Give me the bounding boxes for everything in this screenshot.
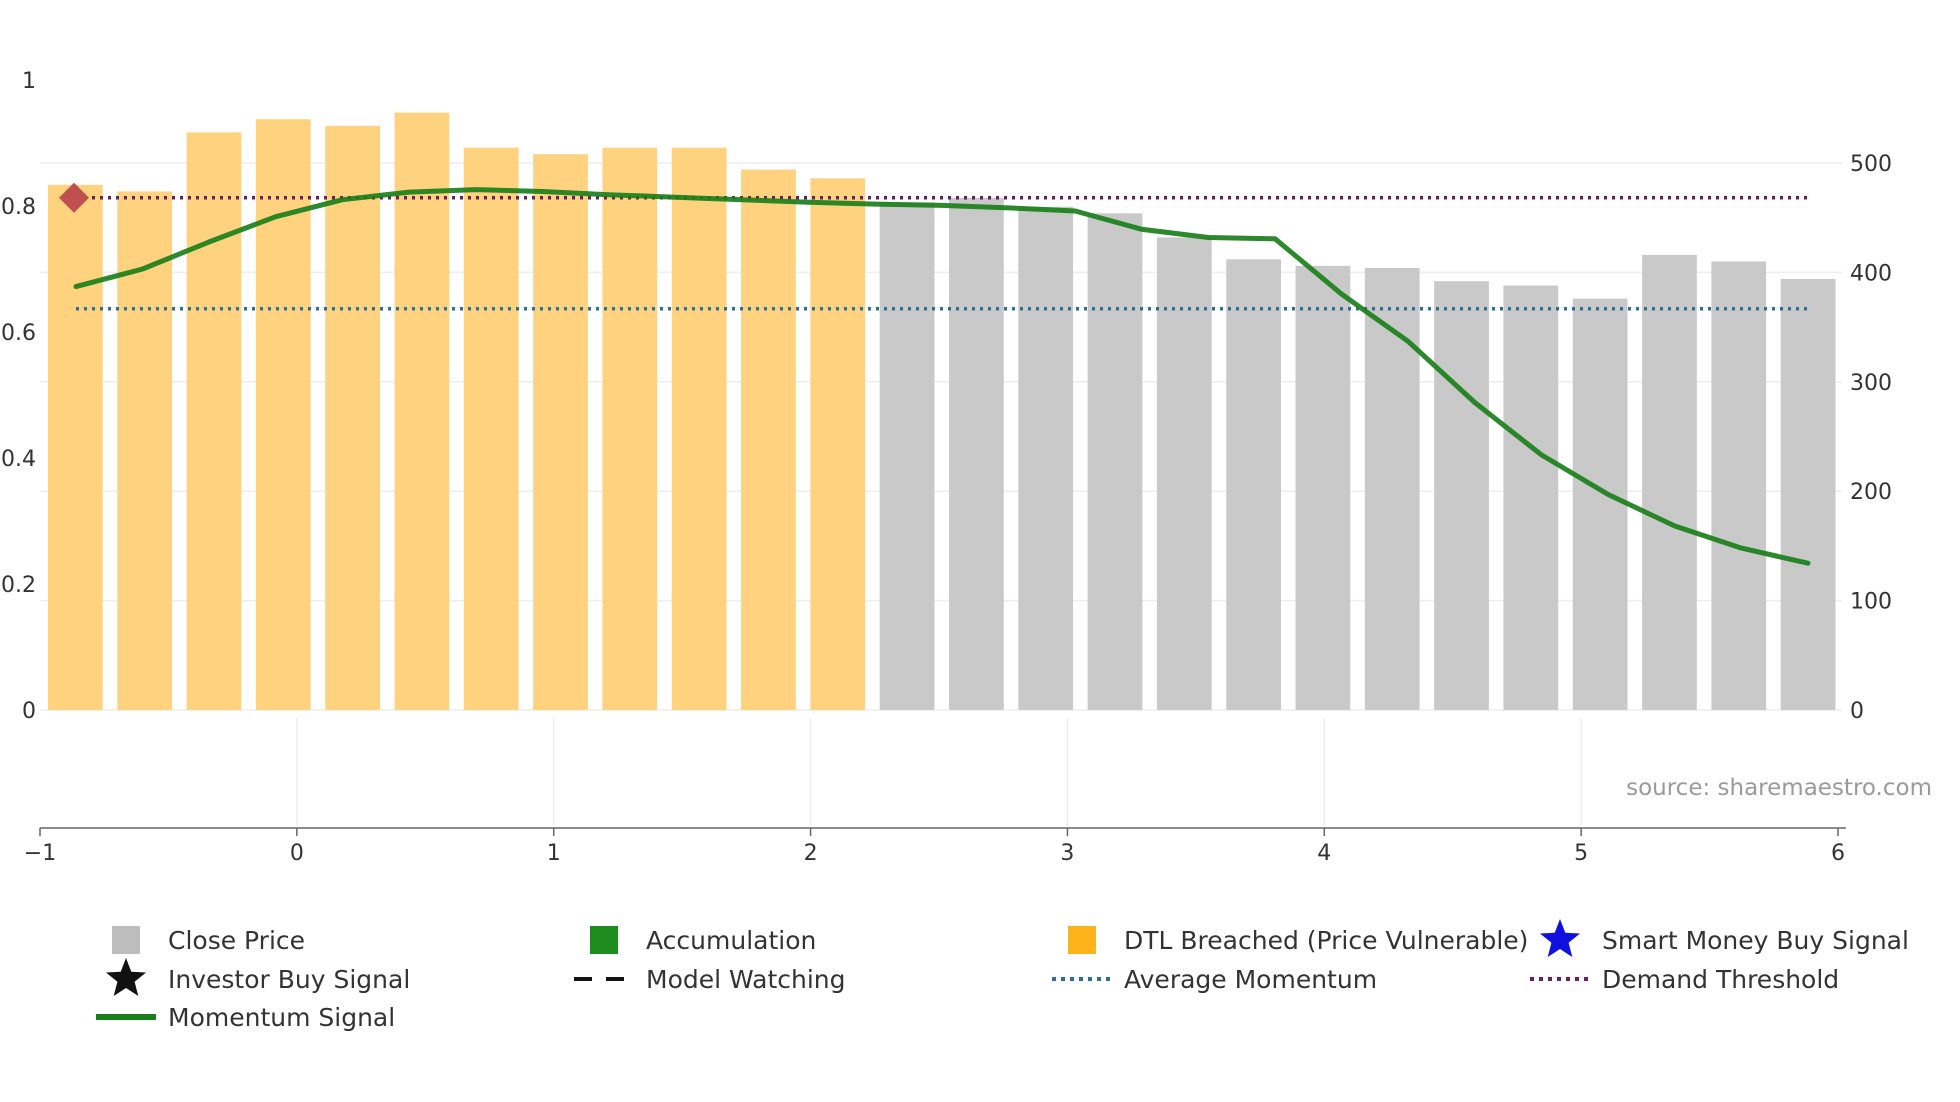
legend-label: Accumulation <box>646 926 816 955</box>
legend-label: Close Price <box>168 926 305 955</box>
source-label: source: sharemaestro.com <box>1626 775 1932 801</box>
legend-label: Investor Buy Signal <box>168 965 410 994</box>
legend-label: Average Momentum <box>1124 965 1377 994</box>
left-tick-label: 0.4 <box>1 447 36 472</box>
close-price-bar <box>1503 285 1559 710</box>
legend-swatch <box>112 926 140 954</box>
legend-label: Model Watching <box>646 965 846 994</box>
left-tick-label: 0.6 <box>1 321 36 346</box>
close-price-bar <box>1572 298 1628 710</box>
left-tick-label: 0.8 <box>1 195 36 220</box>
x-tick-label: 3 <box>1060 841 1074 866</box>
close-price-bar <box>741 169 796 711</box>
legend-label: DTL Breached (Price Vulnerable) <box>1124 926 1528 955</box>
left-axis-ticks: 0 0.2 0.4 0.6 0.8 1 <box>1 69 36 724</box>
close-price-bar <box>1434 281 1489 710</box>
legend-item: Investor Buy Signal <box>106 958 410 996</box>
close-price-bar <box>186 132 242 711</box>
momentum-signal-line <box>73 187 1811 566</box>
close-price-bar <box>1780 278 1836 710</box>
close-price-bar <box>810 178 866 711</box>
close-price-bar <box>325 125 380 710</box>
close-price-bars <box>48 112 1836 711</box>
legend: Close Price Accumulation DTL Breached (Pri… <box>96 919 1909 1032</box>
legend-swatch <box>1068 926 1096 954</box>
legend-label: Momentum Signal <box>168 1003 395 1032</box>
close-price-bar <box>463 147 519 710</box>
legend-label: Smart Money Buy Signal <box>1602 926 1909 955</box>
right-tick-label: 500 <box>1850 152 1892 177</box>
right-tick-label: 200 <box>1850 480 1892 505</box>
legend-item: Model Watching <box>574 965 846 994</box>
close-price-bar <box>1364 268 1420 710</box>
diamond-marker <box>59 182 89 213</box>
legend-item: Accumulation <box>590 926 816 955</box>
close-price-bar <box>1642 254 1697 710</box>
legend-swatch <box>590 926 618 954</box>
right-axis-ticks: 0 100 200 300 400 500 <box>1850 152 1892 724</box>
x-tick-label: 5 <box>1574 841 1588 866</box>
legend-item: Demand Threshold <box>1530 965 1839 994</box>
right-tick-label: 300 <box>1850 371 1892 396</box>
star-icon <box>1540 919 1580 957</box>
left-tick-label: 1 <box>22 69 36 94</box>
close-price-bar <box>602 147 658 710</box>
marker-group <box>59 182 89 213</box>
x-tick-label: 0 <box>290 841 304 866</box>
x-tick-label: 6 <box>1831 841 1845 866</box>
close-price-bar <box>949 198 1004 710</box>
close-price-bar <box>1295 265 1351 710</box>
legend-item: DTL Breached (Price Vulnerable) <box>1068 926 1528 955</box>
close-price-bar <box>1018 206 1074 710</box>
left-tick-label: 0.2 <box>1 573 36 598</box>
close-price-bar <box>1087 213 1143 710</box>
legend-item: Close Price <box>112 926 305 955</box>
right-tick-label: 0 <box>1850 699 1864 724</box>
close-price-bar <box>1711 261 1767 710</box>
star-icon <box>106 958 146 996</box>
x-tick-label: 2 <box>804 841 818 866</box>
x-axis-grid <box>296 718 1582 826</box>
legend-item: Average Momentum <box>1052 965 1377 994</box>
close-price-bar <box>117 191 173 711</box>
x-tick-label: 4 <box>1317 841 1331 866</box>
x-axis-ticks: −1 0 1 2 3 4 5 6 <box>24 828 1845 866</box>
close-price-bar <box>255 119 311 711</box>
close-price-bar <box>1156 237 1212 710</box>
legend-item: Smart Money Buy Signal <box>1540 919 1909 957</box>
legend-item: Momentum Signal <box>96 1003 395 1032</box>
right-tick-label: 100 <box>1850 590 1892 615</box>
close-price-bar <box>879 202 935 710</box>
right-tick-label: 400 <box>1850 261 1892 286</box>
legend-label: Demand Threshold <box>1602 965 1839 994</box>
left-tick-label: 0 <box>22 699 36 724</box>
close-price-bar <box>394 112 450 710</box>
x-tick-label: 1 <box>547 841 561 866</box>
close-price-bar <box>48 184 103 710</box>
momentum-line-group <box>73 187 1811 566</box>
close-price-bar <box>533 154 588 711</box>
x-tick-label: −1 <box>24 841 56 866</box>
close-price-bar <box>671 147 727 710</box>
close-price-bar <box>1226 259 1281 710</box>
